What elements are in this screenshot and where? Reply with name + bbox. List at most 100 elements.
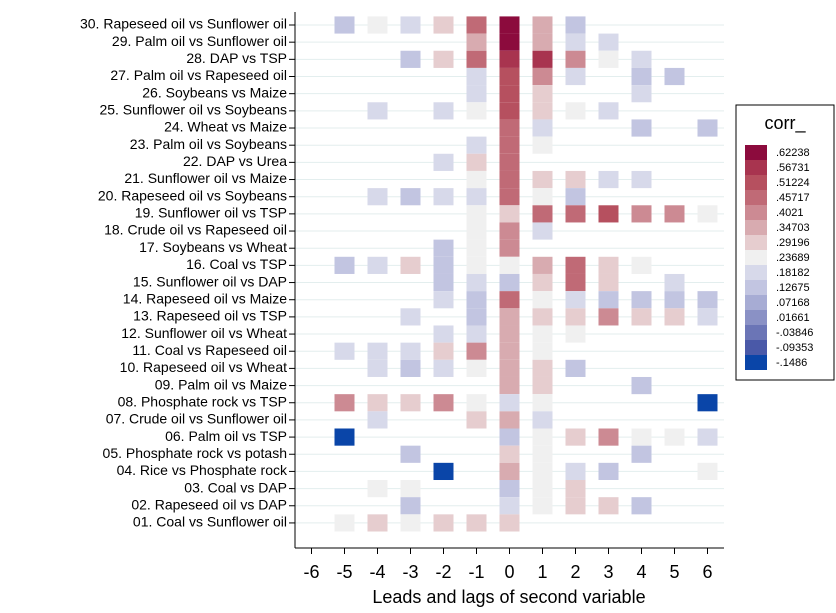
heat-cell: [499, 376, 520, 395]
heat-cell: [334, 428, 355, 446]
heat-cell: [466, 514, 487, 532]
heat-cell: [598, 428, 619, 446]
heat-cell: [334, 16, 355, 34]
heat-cell: [466, 308, 487, 326]
y-tick-label: 27. Palm oil vs Rapeseed oil: [110, 67, 287, 83]
legend-swatch: [745, 220, 767, 235]
heat-cell: [433, 394, 454, 412]
x-tick-label: -2: [435, 562, 451, 582]
heat-cell: [532, 16, 553, 34]
heat-cell: [367, 188, 388, 206]
legend-swatch: [745, 310, 767, 325]
heat-cell: [532, 308, 553, 326]
heat-cell: [334, 342, 355, 360]
heat-cell: [532, 222, 553, 240]
heat-cell: [433, 16, 454, 34]
heat-cell: [334, 514, 355, 532]
heat-cell: [466, 205, 487, 223]
y-tick-label: 16. Coal vs TSP: [186, 256, 287, 272]
heat-cell: [565, 462, 586, 481]
cells-layer: [334, 16, 718, 532]
heat-cell: [532, 359, 553, 377]
heat-cell: [598, 256, 619, 274]
heat-cell: [499, 273, 520, 292]
y-tick-label: 21. Sunflower oil vs Maize: [124, 170, 287, 186]
heat-cell: [532, 50, 553, 68]
heat-cell: [532, 67, 553, 86]
y-tick-label: 06. Palm oil vs TSP: [165, 428, 287, 444]
legend-label: .12675: [776, 282, 810, 294]
heat-cell: [433, 342, 454, 360]
heat-cell: [532, 325, 553, 343]
heat-cell: [499, 205, 520, 223]
heat-cell: [400, 16, 421, 34]
legend-label: -.09353: [776, 342, 813, 354]
heat-cell: [466, 67, 487, 86]
x-tick-label: 0: [504, 562, 514, 582]
heat-cell: [565, 480, 586, 498]
y-tick-label: 07. Crude oil vs Sunflower oil: [106, 411, 287, 427]
heat-cell: [400, 188, 421, 206]
heat-cell: [499, 85, 520, 103]
legend-swatch: [745, 160, 767, 175]
legend-swatch: [745, 280, 767, 295]
heat-cell: [598, 291, 619, 309]
heat-cell: [631, 170, 652, 189]
heat-cell: [565, 67, 586, 86]
heat-cell: [433, 273, 454, 292]
heat-cell: [631, 205, 652, 223]
heat-cell: [499, 514, 520, 532]
y-tick-label: 28. DAP vs TSP: [186, 50, 287, 66]
heat-cell: [499, 291, 520, 309]
heat-cell: [400, 514, 421, 532]
x-tick-label: 2: [570, 562, 580, 582]
heat-cell: [532, 256, 553, 274]
heat-cell: [466, 170, 487, 189]
heat-cell: [466, 342, 487, 360]
legend-swatch: [745, 355, 767, 370]
heat-cell: [532, 497, 553, 515]
legend-swatch: [745, 265, 767, 280]
heat-cell: [499, 222, 520, 240]
y-tick-label: 04. Rice vs Phosphate rock: [117, 462, 288, 478]
heat-cell: [697, 462, 718, 481]
y-tick-label: 20. Rapeseed oil vs Soybeans: [98, 187, 287, 203]
heat-cell: [499, 153, 520, 171]
heat-cell: [631, 291, 652, 309]
heat-cell: [499, 256, 520, 274]
heat-cell: [400, 308, 421, 326]
heat-cell: [565, 170, 586, 189]
heat-cell: [598, 308, 619, 326]
heat-cell: [466, 153, 487, 171]
heat-cell: [565, 273, 586, 292]
x-tick-label: -3: [402, 562, 418, 582]
y-tick-label: 14. Rapeseed oil vs Maize: [123, 290, 287, 306]
legend-label: -.1486: [776, 357, 807, 369]
y-tick-label: 26. Soybeans vs Maize: [142, 84, 287, 100]
heat-cell: [499, 308, 520, 326]
heat-cell: [532, 85, 553, 103]
heat-cell: [499, 428, 520, 446]
heat-cell: [400, 480, 421, 498]
heat-cell: [532, 33, 553, 51]
heat-cell: [697, 394, 718, 412]
heat-cell: [466, 85, 487, 103]
heat-cell: [499, 239, 520, 257]
heat-cell: [499, 50, 520, 68]
legend-label: .34703: [776, 222, 810, 234]
heat-cell: [499, 394, 520, 412]
heat-cell: [697, 428, 718, 446]
heat-cell: [499, 67, 520, 86]
heat-cell: [499, 411, 520, 429]
legend-label: .18182: [776, 267, 810, 279]
y-tick-label: 13. Rapeseed oil vs TSP: [133, 308, 287, 324]
heat-cell: [532, 119, 553, 137]
heat-cell: [532, 462, 553, 481]
heat-cell: [598, 50, 619, 68]
legend-swatch: [745, 205, 767, 220]
heat-cell: [466, 222, 487, 240]
heat-cell: [631, 376, 652, 395]
heat-cell: [565, 33, 586, 51]
heat-cell: [532, 188, 553, 206]
heat-cell: [598, 462, 619, 481]
